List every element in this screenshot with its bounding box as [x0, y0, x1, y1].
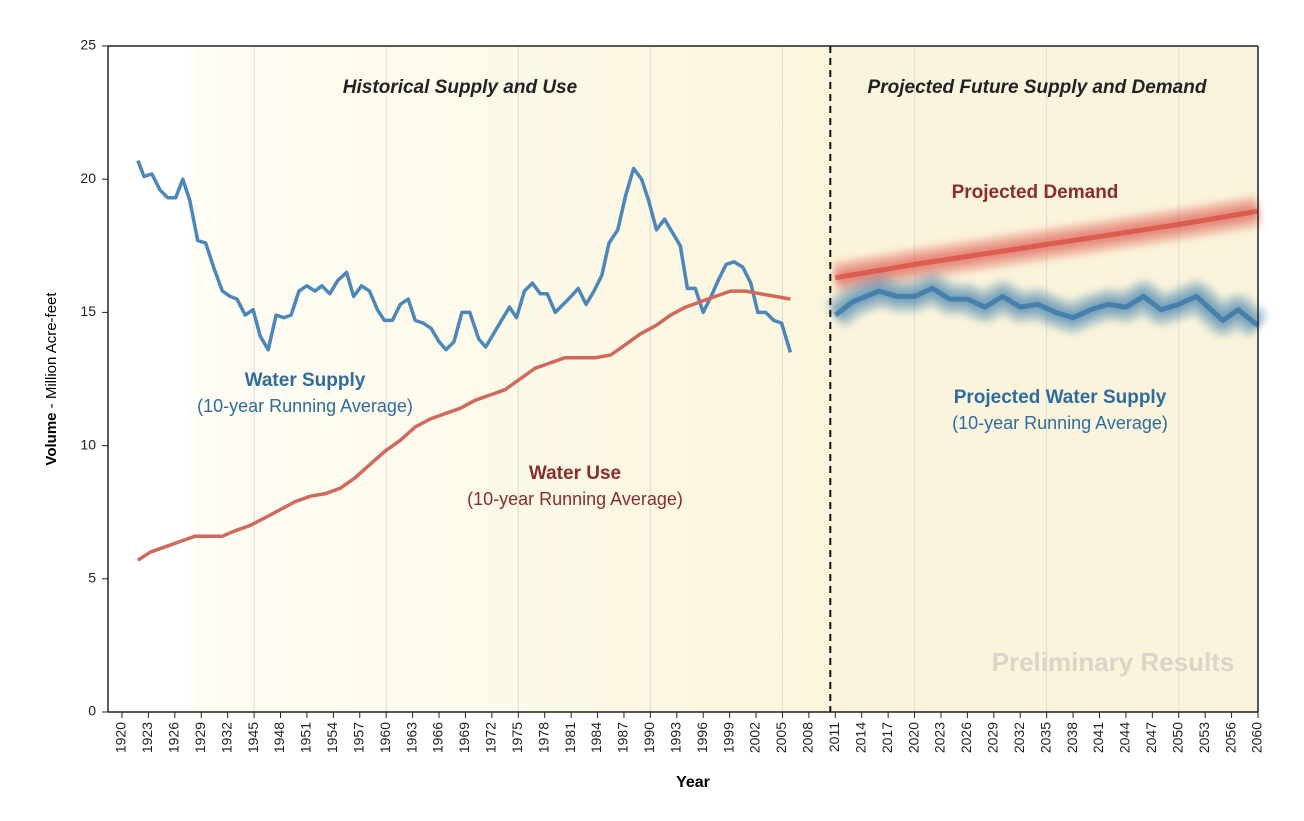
x-tick-label: 2014 — [852, 722, 868, 753]
x-tick-label: 1993 — [667, 722, 683, 753]
x-tick-label: 2005 — [773, 722, 789, 753]
region-title: Projected Future Supply and Demand — [868, 77, 1207, 98]
x-tick-label: 2020 — [905, 722, 921, 753]
x-tick-label: 1987 — [615, 722, 631, 753]
x-tick-label: 2056 — [1222, 722, 1238, 753]
x-tick-label: 2026 — [958, 722, 974, 753]
series-label: Projected Demand — [952, 182, 1119, 203]
y-tick-label: 25 — [80, 37, 96, 53]
x-tick-label: 1954 — [324, 722, 340, 753]
plot — [136, 46, 1268, 712]
x-tick-label: 1999 — [720, 722, 736, 753]
x-tick-label: 2060 — [1249, 722, 1265, 753]
series-label: Projected Water Supply — [954, 387, 1167, 408]
y-tick-label: 0 — [88, 703, 96, 719]
x-tick-label: 1966 — [430, 722, 446, 753]
x-tick-label: 2041 — [1090, 722, 1106, 753]
x-tick-label: 2023 — [932, 722, 948, 753]
x-tick-label: 1926 — [166, 722, 182, 753]
y-axis-title: Volume - Million Acre-feet — [43, 292, 60, 466]
x-tick-label: 1996 — [694, 722, 710, 753]
x-tick-label: 2053 — [1196, 722, 1212, 753]
y-tick-label: 5 — [88, 570, 96, 586]
history-background — [190, 46, 828, 712]
x-tick-label: 1963 — [403, 722, 419, 753]
projection-background — [828, 46, 1258, 712]
x-tick-label: 1929 — [192, 722, 208, 753]
y-tick-label: 20 — [80, 170, 96, 186]
x-tick-label: 2032 — [1011, 722, 1027, 753]
series-label: Water Supply — [245, 370, 366, 391]
x-tick-label: 1920 — [113, 722, 129, 753]
series-line — [136, 159, 793, 353]
x-tick-label: 2044 — [1117, 722, 1133, 753]
x-tick-label: 2035 — [1037, 722, 1053, 753]
x-tick-label: 2002 — [747, 722, 763, 753]
x-tick-label: 1984 — [588, 722, 604, 753]
region-title: Historical Supply and Use — [343, 77, 578, 98]
x-tick-label: 1957 — [350, 722, 366, 753]
series-note: (10-year Running Average) — [467, 489, 683, 509]
x-axis-title: Year — [676, 774, 710, 791]
x-tick-label: 1972 — [483, 722, 499, 753]
x-tick-label: 2038 — [1064, 722, 1080, 753]
x-tick-label: 1969 — [456, 722, 472, 753]
y-axis-title-main: Volume — [43, 412, 60, 465]
series-label: Water Use — [529, 463, 621, 484]
x-tick-label: 2011 — [826, 722, 842, 752]
x-tick-label: 1932 — [218, 722, 234, 753]
series-line — [136, 289, 791, 562]
series-note: (10-year Running Average) — [197, 396, 413, 416]
x-tick-label: 1978 — [535, 722, 551, 753]
x-tick-label: 1990 — [641, 722, 657, 753]
x-tick-label: 1945 — [245, 722, 261, 753]
series-note: (10-year Running Average) — [952, 413, 1168, 433]
y-axis-title-units: - Million Acre-feet — [43, 292, 60, 409]
watermark: Preliminary Results — [992, 647, 1235, 677]
series-line — [833, 285, 1260, 328]
x-tick-label: 1923 — [139, 722, 155, 753]
x-tick-label: 2047 — [1143, 722, 1159, 753]
x-tick-label: 2017 — [879, 722, 895, 753]
x-tick-label: 1951 — [298, 722, 314, 753]
y-tick-label: 15 — [80, 303, 96, 319]
x-tick-label: 2029 — [985, 722, 1001, 753]
x-tick-label: 1981 — [562, 722, 578, 753]
x-tick-label: 2008 — [800, 722, 816, 753]
x-tick-label: 2050 — [1169, 722, 1185, 753]
series-line — [834, 208, 1259, 281]
x-tick-label: 1960 — [377, 722, 393, 753]
y-tick-label: 10 — [80, 436, 96, 452]
x-tick-label: 1975 — [509, 722, 525, 753]
x-tick-label: 1948 — [271, 722, 287, 753]
